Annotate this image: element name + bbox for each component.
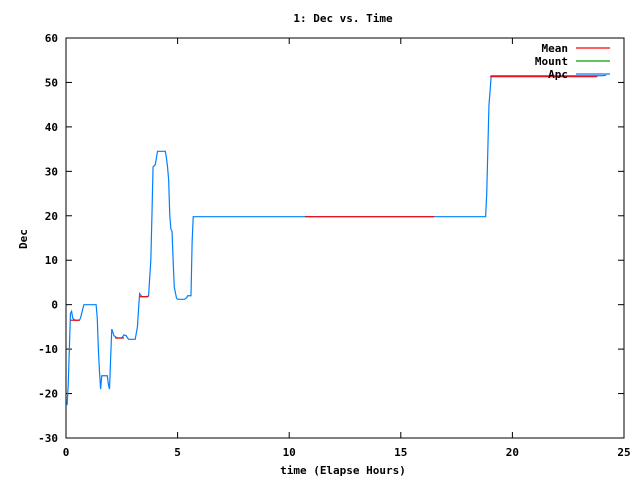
- plot-frame: [65, 37, 625, 439]
- apc-series-line: [66, 74, 607, 406]
- legend-label-mount: Mount: [535, 55, 568, 68]
- x-axis: 0 5 10 15 20 25: [63, 38, 631, 459]
- x-axis-label: time (Elapse Hours): [280, 464, 406, 477]
- y-tick-label: 20: [45, 210, 58, 223]
- chart-title: 1: Dec vs. Time: [293, 12, 393, 25]
- y-tick-label: 60: [45, 32, 58, 45]
- y-tick-label: -10: [38, 343, 58, 356]
- y-tick-label: 40: [45, 121, 58, 134]
- x-tick-label: 25: [617, 446, 630, 459]
- x-tick-label: 15: [394, 446, 407, 459]
- y-tick-label: 0: [51, 299, 58, 312]
- y-tick-label: 50: [45, 76, 58, 89]
- plot-area: [66, 74, 607, 406]
- legend-label-apc: Apc: [548, 68, 568, 81]
- x-tick-label: 20: [506, 446, 519, 459]
- y-tick-label: 30: [45, 165, 58, 178]
- y-axis-label: Dec: [17, 229, 30, 249]
- x-tick-label: 0: [63, 446, 70, 459]
- x-tick-label: 10: [283, 446, 296, 459]
- x-tick-label: 5: [174, 446, 181, 459]
- y-axis: -30 -20 -10 0 10 20 30 40 50 60: [38, 32, 624, 445]
- y-tick-label: -30: [38, 432, 58, 445]
- y-tick-label: -20: [38, 388, 58, 401]
- legend-label-mean: Mean: [542, 42, 569, 55]
- y-tick-label: 10: [45, 254, 58, 267]
